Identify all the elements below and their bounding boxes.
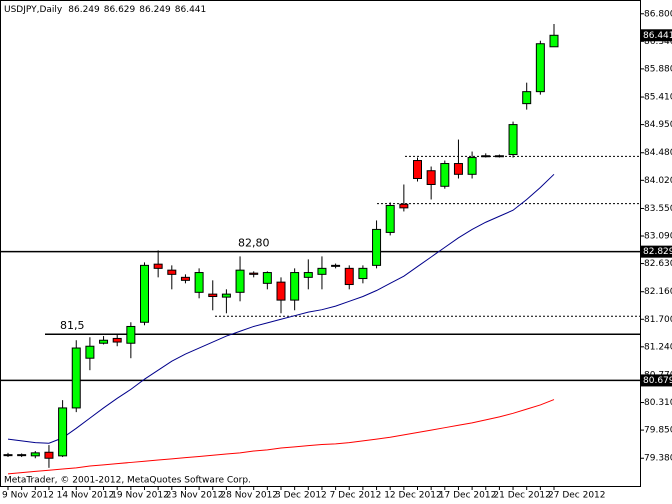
x-tick-label: 28 Nov 2012 [220, 491, 278, 501]
x-tick-label: 9 Nov 2012 [2, 491, 54, 501]
level-annotation: 81,5 [60, 319, 85, 332]
candle-body [440, 163, 450, 187]
x-tick-label: 7 Dec 2012 [330, 491, 382, 501]
y-tick-label: 83.550 [644, 204, 672, 214]
candle-body [71, 347, 81, 409]
candle-body [30, 452, 40, 457]
candle-body [413, 160, 422, 180]
y-tick-label: 84.020 [644, 176, 672, 186]
candle-body [535, 43, 545, 93]
candle-body [426, 170, 436, 185]
candle-body [221, 293, 231, 298]
y-tick-label: 81.700 [644, 315, 672, 325]
y-tick-label: 85.880 [644, 64, 672, 74]
last-price: 86.441 [643, 31, 672, 41]
price-label-box [641, 245, 672, 258]
high: 86.629 [104, 5, 136, 15]
x-tick-label: 14 Nov 2012 [57, 491, 115, 501]
y-tick-label: 79.850 [644, 426, 672, 436]
candle-body [331, 264, 341, 267]
candle-body [508, 124, 518, 156]
x-tick-label: 12 Dec 2012 [384, 491, 442, 501]
y-tick-label: 85.410 [644, 93, 672, 103]
candle-body [180, 276, 190, 281]
y-tick-label: 86.340 [644, 37, 672, 47]
candle-body [153, 263, 163, 269]
open: 86.249 [68, 5, 100, 15]
candle-body [344, 267, 354, 286]
price-label: 80.679 [643, 376, 672, 386]
candle-body [235, 269, 245, 293]
footer: MetaTrader, © 2001-2012, MetaQuotes Soft… [4, 476, 251, 486]
candle-body [317, 267, 327, 275]
x-tick-label: 19 Nov 2012 [111, 491, 169, 501]
candle-body [467, 157, 477, 175]
x-tick-label: 23 Nov 2012 [166, 491, 224, 501]
x-tick-label: 17 Dec 2012 [439, 491, 497, 501]
moving-average [7, 173, 555, 444]
candle-body [290, 272, 300, 301]
candle-body [453, 163, 463, 175]
x-tick-label: 27 Dec 2012 [548, 491, 606, 501]
x-tick-label: 3 Dec 2012 [275, 491, 327, 501]
candle-body [3, 454, 13, 457]
candle-body [481, 155, 491, 158]
candle-body [58, 407, 68, 457]
candle-body [140, 264, 149, 323]
y-tick-label: 79.380 [644, 454, 672, 464]
candle-body [249, 272, 259, 275]
y-tick-label: 86.800 [644, 9, 672, 19]
symbol: USDJPY,Daily [4, 5, 63, 15]
y-tick-label: 82.160 [644, 287, 672, 297]
candle-body [262, 272, 272, 284]
last-price-box [641, 29, 672, 42]
y-tick-label: 80.310 [644, 398, 672, 408]
candle-body [167, 269, 177, 275]
candle-body [208, 293, 218, 298]
candle-body [194, 272, 204, 293]
moving-average [7, 399, 555, 475]
candle-body [85, 345, 95, 359]
candle-body [549, 34, 559, 48]
y-tick-label: 83.090 [644, 232, 672, 242]
y-tick-label: 84.480 [644, 148, 672, 158]
low: 86.249 [139, 5, 171, 15]
candle-body [44, 451, 54, 459]
candle-body [17, 454, 27, 457]
candle-body [99, 339, 109, 344]
candle-body [385, 204, 395, 233]
y-tick-label: 82.630 [644, 259, 672, 269]
price-label-box [641, 374, 672, 387]
candle-body [372, 228, 382, 266]
close: 86.441 [175, 5, 207, 15]
chart-header: USDJPY,Daily 86.249 86.629 86.249 86.441 [4, 5, 206, 15]
price-label: 82.829 [643, 247, 672, 257]
level-annotation: 82,80 [238, 237, 270, 250]
y-tick-label: 81.240 [644, 342, 672, 352]
candle-body [399, 203, 409, 209]
candle-body [112, 337, 122, 343]
y-tick-label: 84.950 [644, 120, 672, 130]
candle-body [494, 155, 504, 158]
x-tick-label: 21 Dec 2012 [493, 491, 551, 501]
candle-body [126, 325, 136, 344]
candle-body [276, 281, 286, 301]
candle-body [358, 267, 368, 280]
candle-body [303, 272, 313, 278]
candle-body [522, 91, 532, 105]
